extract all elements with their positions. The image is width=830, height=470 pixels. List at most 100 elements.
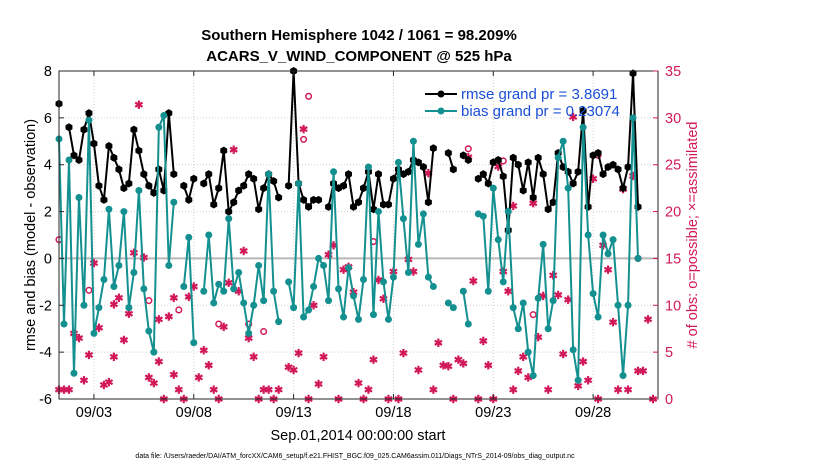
bias-point bbox=[479, 212, 487, 220]
bias-point bbox=[160, 112, 168, 120]
bias-point bbox=[325, 297, 333, 305]
rmse-point bbox=[210, 200, 218, 209]
obs-possible-marker bbox=[175, 306, 183, 314]
rmse-point bbox=[180, 181, 188, 190]
obs-assimilated-marker bbox=[169, 293, 178, 302]
rmse-point bbox=[549, 198, 557, 207]
rmse-point bbox=[85, 109, 93, 118]
legend-bias-label: bias grand pr = 0.23074 bbox=[461, 103, 620, 120]
rmse-point bbox=[594, 149, 602, 157]
obs-assimilated-marker bbox=[434, 338, 443, 347]
rmse-point bbox=[449, 165, 457, 174]
obs-assimilated-marker bbox=[249, 352, 258, 362]
obs-assimilated-marker bbox=[444, 362, 453, 371]
bias-point bbox=[190, 339, 198, 347]
obs-assimilated-marker bbox=[613, 385, 623, 394]
rmse-point bbox=[215, 184, 223, 193]
rmse-point bbox=[389, 174, 397, 183]
bias-point bbox=[255, 261, 263, 269]
bias-point bbox=[295, 179, 303, 187]
y-left-axis-label: rmse and bias (model - observation) bbox=[23, 119, 39, 351]
y-right-tick-label: 5 bbox=[665, 345, 673, 361]
bias-series-line bbox=[287, 140, 435, 321]
bias-point bbox=[315, 254, 323, 262]
rmse-point bbox=[579, 106, 587, 115]
rmse-point bbox=[90, 139, 98, 148]
rmse-point bbox=[240, 181, 248, 190]
obs-assimilated-marker bbox=[364, 385, 373, 394]
bias-point bbox=[489, 184, 497, 192]
bias-point bbox=[634, 254, 642, 262]
bias-point bbox=[245, 329, 253, 337]
legend-rmse-label: rmse grand pr = 3.8691 bbox=[461, 86, 617, 103]
rmse-point bbox=[125, 179, 133, 188]
bias-point bbox=[220, 287, 228, 295]
y-left-tick-label: 6 bbox=[44, 111, 52, 127]
bias-point bbox=[549, 297, 557, 305]
bias-point bbox=[265, 170, 273, 178]
bias-point bbox=[419, 210, 427, 218]
bias-point bbox=[589, 290, 597, 298]
rmse-point bbox=[80, 125, 88, 134]
bias-point bbox=[285, 278, 293, 286]
rmse-point bbox=[115, 165, 123, 174]
bias-point bbox=[569, 346, 577, 354]
obs-assimilated-marker bbox=[119, 335, 129, 345]
x-tick-label: 09/28 bbox=[575, 405, 611, 421]
bias-point bbox=[464, 320, 472, 328]
obs-assimilated-marker bbox=[209, 385, 218, 394]
bias-point bbox=[320, 261, 328, 269]
bias-point bbox=[95, 304, 103, 312]
obs-assimilated-marker bbox=[274, 385, 283, 394]
bias-point bbox=[345, 264, 353, 272]
bias-point bbox=[260, 297, 268, 305]
y-right-tick-label: 35 bbox=[665, 64, 681, 80]
y-left-axis-ticks: -6 -4 -2 0 2 4 6 8 bbox=[39, 64, 64, 408]
rmse-point bbox=[70, 151, 78, 160]
y-left-tick-label: -6 bbox=[39, 392, 52, 408]
obs-assimilated-marker bbox=[558, 349, 568, 359]
bias-point bbox=[409, 137, 417, 145]
bias-point bbox=[110, 283, 118, 291]
y-left-tick-label: 0 bbox=[44, 251, 52, 267]
bias-point bbox=[444, 299, 452, 307]
bias-point bbox=[210, 299, 218, 307]
bias-point bbox=[414, 240, 422, 248]
obs-assimilated-marker bbox=[514, 366, 523, 376]
legend: rmse grand pr = 3.8691 bias grand pr = 0… bbox=[425, 86, 620, 120]
bias-point bbox=[140, 285, 148, 293]
bias-point bbox=[514, 325, 522, 333]
y-right-tick-label: 10 bbox=[665, 298, 681, 314]
bias-point bbox=[145, 327, 153, 335]
y-right-tick-label: 25 bbox=[665, 158, 681, 174]
obs-assimilated-marker bbox=[399, 348, 408, 358]
bias-point bbox=[614, 301, 622, 309]
obs-possible-marker bbox=[85, 286, 93, 294]
rmse-point bbox=[220, 146, 228, 155]
obs-assimilated-marker bbox=[164, 312, 174, 321]
obs-assimilated-marker bbox=[623, 385, 633, 394]
legend-rmse-marker bbox=[437, 90, 445, 98]
bias-point bbox=[340, 313, 348, 321]
legend-bias-marker bbox=[437, 107, 445, 115]
rmse-point bbox=[135, 146, 143, 155]
bias-point bbox=[200, 287, 208, 295]
obs-assimilated-marker bbox=[94, 323, 104, 332]
bias-point bbox=[120, 208, 128, 216]
rmse-point bbox=[140, 170, 148, 179]
bias-point bbox=[554, 154, 562, 162]
bias-point bbox=[275, 318, 283, 326]
rmse-point bbox=[404, 167, 412, 176]
bias-point bbox=[240, 299, 248, 307]
obs-assimilated-marker bbox=[154, 357, 164, 366]
bias-series-line bbox=[462, 291, 470, 325]
y-right-axis-ticks: 0 5 10 15 20 25 30 35 bbox=[653, 64, 681, 408]
plot-area bbox=[59, 71, 658, 399]
obs-assimilated-marker bbox=[519, 352, 528, 362]
rmse-point bbox=[225, 207, 233, 216]
x-axis-label: Sep.01,2014 00:00:00 start bbox=[271, 428, 446, 444]
rmse-point bbox=[474, 174, 482, 183]
obs-assimilated-marker bbox=[603, 265, 613, 274]
data-file-footer: data file: /Users/raeder/DAI/ATM_forcXX/… bbox=[135, 453, 575, 460]
